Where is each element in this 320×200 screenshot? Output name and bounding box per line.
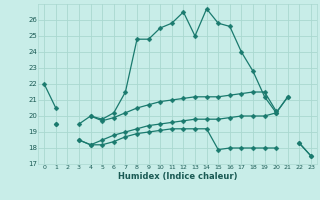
X-axis label: Humidex (Indice chaleur): Humidex (Indice chaleur) xyxy=(118,172,237,181)
